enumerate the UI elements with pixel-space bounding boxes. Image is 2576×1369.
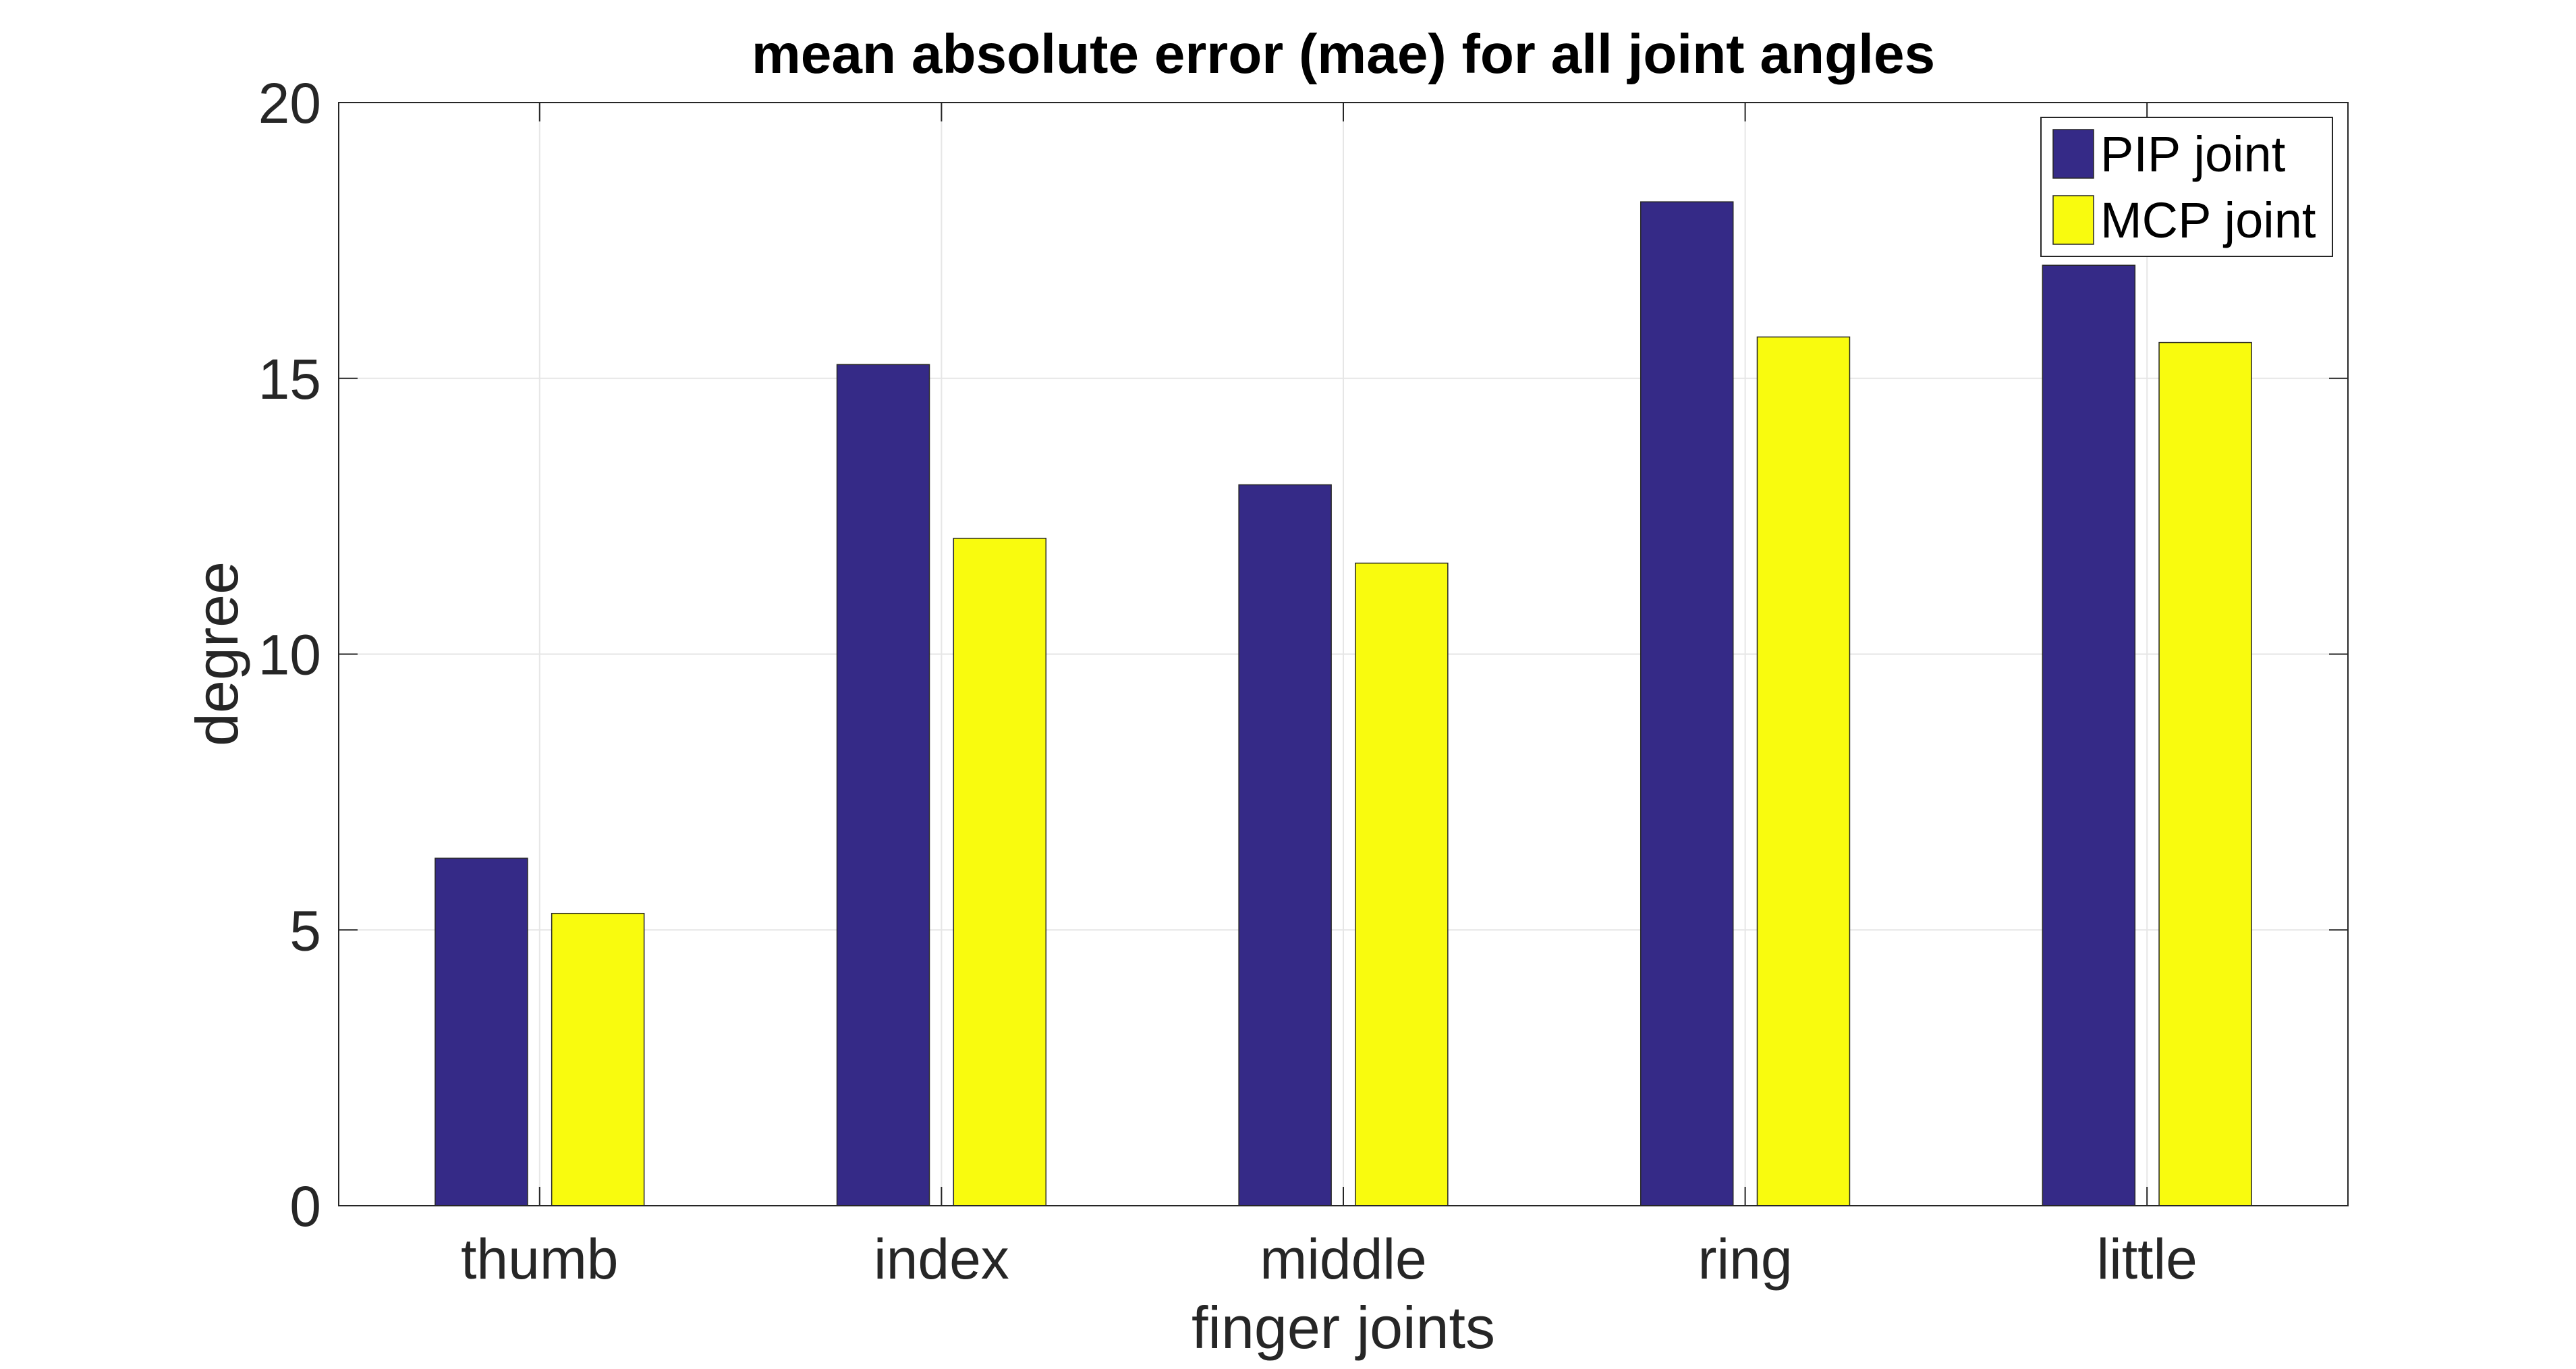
- bar-pip-joint-thumb: [435, 858, 528, 1206]
- bars: [435, 201, 2252, 1206]
- axis-ticks: [339, 102, 2348, 1206]
- legend-swatch-mcp: [2052, 195, 2094, 245]
- x-tick-label: index: [874, 1227, 1009, 1291]
- bar-pip-joint-little: [2042, 264, 2136, 1206]
- bar-mcp-joint-ring: [1756, 336, 1851, 1206]
- y-axis-title: degree: [184, 561, 250, 746]
- chart-title: mean absolute error (mae) for all joint …: [752, 24, 1935, 85]
- legend-label-mcp: MCP joint: [2100, 192, 2316, 248]
- legend-swatch-pip: [2052, 129, 2094, 179]
- bar-pip-joint-ring: [1640, 201, 1734, 1206]
- y-tick-labels: 0 5 10 15 20: [258, 72, 321, 1238]
- y-tick-label: 15: [258, 347, 321, 411]
- legend: PIP joint MCP joint: [2040, 117, 2333, 257]
- bar-mcp-joint-thumb: [551, 912, 645, 1206]
- bar-pip-joint-middle: [1238, 484, 1332, 1206]
- y-tick-label: 5: [289, 899, 321, 962]
- x-tick-label: thumb: [461, 1227, 618, 1291]
- bar-mcp-joint-index: [953, 538, 1047, 1206]
- y-tick-label: 10: [258, 623, 321, 687]
- legend-label-pip: PIP joint: [2100, 126, 2286, 182]
- y-tick-label: 0: [289, 1175, 321, 1238]
- x-tick-label: little: [2097, 1227, 2197, 1291]
- bar-pip-joint-index: [836, 364, 930, 1206]
- grid-lines: [339, 103, 2348, 1206]
- x-tick-label: middle: [1260, 1227, 1426, 1291]
- x-axis-title: finger joints: [1192, 1294, 1495, 1361]
- bar-mcp-joint-little: [2158, 341, 2252, 1206]
- bar-mcp-joint-middle: [1355, 562, 1449, 1206]
- x-tick-label: ring: [1698, 1227, 1793, 1291]
- x-tick-labels: thumb index middle ring little: [461, 1227, 2197, 1291]
- y-tick-label: 20: [258, 72, 321, 135]
